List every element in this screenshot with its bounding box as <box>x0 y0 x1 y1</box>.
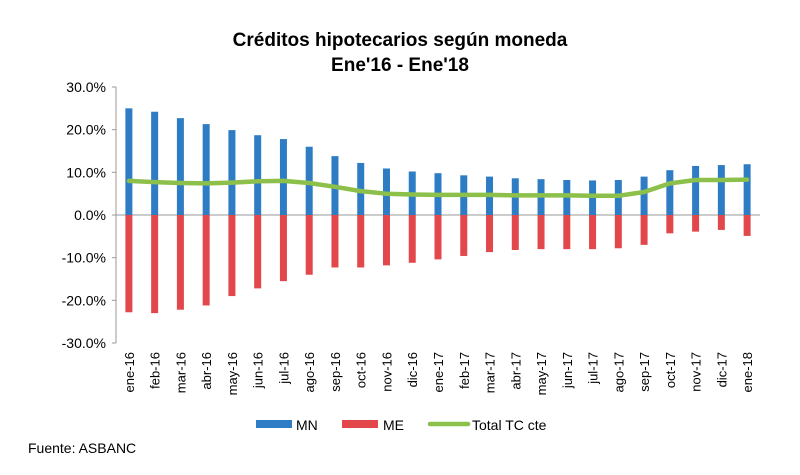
bar-me <box>125 215 133 313</box>
x-tick-label: nov-16 <box>379 352 394 392</box>
bar-mn <box>743 164 751 215</box>
x-tick-label: jun-17 <box>560 352 575 389</box>
source-note: Fuente: ASBANC <box>28 440 137 456</box>
y-tick-label: 30.0% <box>66 79 106 95</box>
bar-me <box>202 215 210 306</box>
bar-me <box>151 215 159 314</box>
bar-mn <box>279 139 287 215</box>
x-tick-label: ene-18 <box>740 352 755 392</box>
bar-me <box>382 215 390 266</box>
bar-me <box>589 215 597 250</box>
x-tick-label: ene-16 <box>122 352 137 392</box>
bar-mn <box>666 170 674 215</box>
bar-me <box>331 215 339 268</box>
chart-title: Créditos hipotecarios según moneda <box>232 30 568 51</box>
y-tick-label: 20.0% <box>66 122 106 138</box>
x-tick-label: feb-17 <box>457 352 472 389</box>
bar-me <box>640 215 648 245</box>
x-tick-label: sep-16 <box>328 352 343 392</box>
bar-me <box>254 215 262 289</box>
bar-me <box>228 215 236 297</box>
bar-me <box>743 215 751 236</box>
bar-mn <box>202 124 210 215</box>
x-tick-label: jul-17 <box>586 352 601 385</box>
bar-me <box>357 215 365 268</box>
bar-mn <box>692 165 700 215</box>
y-tick-label: -30.0% <box>62 335 106 351</box>
bar-me <box>563 215 571 250</box>
bar-me <box>692 215 700 232</box>
x-tick-label: ago-16 <box>302 352 317 392</box>
bar-mn <box>125 108 133 215</box>
x-tick-label: dic-16 <box>405 352 420 387</box>
bar-me <box>717 215 725 230</box>
bar-me <box>176 215 184 310</box>
x-tick-label: abr-16 <box>199 352 214 390</box>
bar-me <box>305 215 313 275</box>
x-tick-label: oct-17 <box>663 352 678 388</box>
chart-subtitle: Ene'16 - Ene'18 <box>331 55 469 76</box>
x-tick-label: abr-17 <box>508 352 523 390</box>
y-tick-label: 10.0% <box>66 164 106 180</box>
bar-me <box>511 215 519 250</box>
bar-me <box>486 215 494 253</box>
bar-me <box>408 215 416 263</box>
bar-me <box>537 215 545 250</box>
bar-me <box>434 215 442 260</box>
x-tick-label: ene-17 <box>431 352 446 392</box>
bar-me <box>460 215 468 256</box>
legend-label-me: ME <box>383 417 404 433</box>
y-tick-label: 0.0% <box>74 207 106 223</box>
bar-me <box>666 215 674 234</box>
legend-swatch-me <box>342 420 378 428</box>
x-tick-label: oct-16 <box>354 352 369 388</box>
legend-label-total-tc-cte: Total TC cte <box>472 417 547 433</box>
bar-mn <box>228 130 236 215</box>
bar-mn <box>151 111 159 215</box>
x-tick-label: mar-16 <box>173 352 188 393</box>
x-tick-label: jun-16 <box>251 352 266 389</box>
legend-label-mn: MN <box>296 417 318 433</box>
bar-mn <box>254 135 262 215</box>
x-tick-label: sep-17 <box>637 352 652 392</box>
x-tick-label: feb-16 <box>148 352 163 389</box>
y-tick-label: -20.0% <box>62 292 106 308</box>
bar-me <box>614 215 622 249</box>
x-tick-label: may-16 <box>225 352 240 395</box>
x-tick-label: jul-16 <box>276 352 291 385</box>
x-tick-label: mar-17 <box>483 352 498 393</box>
x-tick-label: ago-17 <box>611 352 626 392</box>
bar-me <box>279 215 287 282</box>
x-tick-label: may-17 <box>534 352 549 395</box>
x-tick-label: nov-17 <box>689 352 704 392</box>
bar-mn <box>717 165 725 215</box>
bar-mn <box>640 176 648 215</box>
line-total-tc-cte <box>126 177 750 199</box>
bar-mn <box>176 118 184 215</box>
legend-swatch-mn <box>256 420 292 428</box>
y-tick-label: -10.0% <box>62 250 106 266</box>
x-tick-label: dic-17 <box>714 352 729 387</box>
